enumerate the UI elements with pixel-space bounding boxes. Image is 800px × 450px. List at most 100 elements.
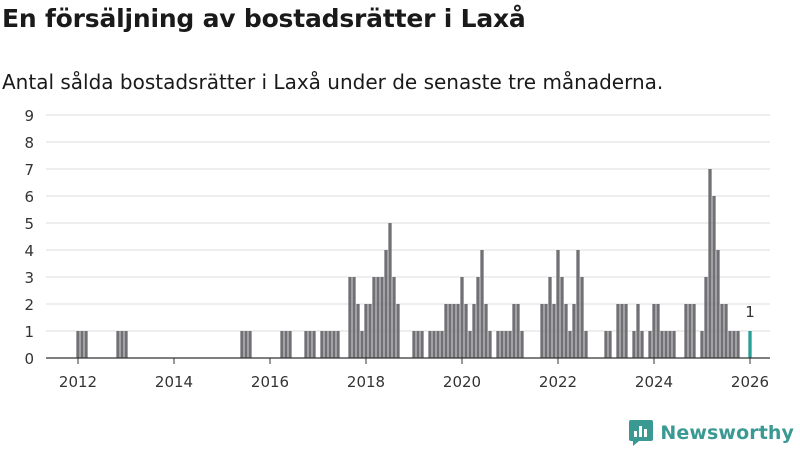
y-tick-label: 4 [24, 242, 34, 260]
bar [704, 277, 708, 358]
bar [576, 250, 580, 358]
bar [516, 304, 520, 358]
bar [248, 331, 252, 358]
bar [332, 331, 336, 358]
bar [348, 277, 352, 358]
bar [380, 277, 384, 358]
bar [568, 331, 572, 358]
bar [360, 331, 364, 358]
bar [444, 304, 448, 358]
bar [508, 331, 512, 358]
bar [556, 250, 560, 358]
bar [584, 331, 588, 358]
bar [368, 304, 372, 358]
bar [372, 277, 376, 358]
bar [464, 304, 468, 358]
bar [284, 331, 288, 358]
x-tick-label: 2014 [155, 373, 193, 391]
y-tick-label: 2 [24, 296, 34, 314]
chart-subtitle: Antal sålda bostadsrätter i Laxå under d… [2, 70, 664, 94]
y-tick-label: 9 [24, 107, 34, 125]
bar [504, 331, 508, 358]
bar [436, 331, 440, 358]
bar [624, 304, 628, 358]
bar [648, 331, 652, 358]
bar [452, 304, 456, 358]
bar [416, 331, 420, 358]
bar [604, 331, 608, 358]
bar [728, 331, 732, 358]
bar [668, 331, 672, 358]
bar [80, 331, 84, 358]
bar [700, 331, 704, 358]
bar [560, 277, 564, 358]
tick-labels: 0 1 2 3 4 5 6 7 8 9 1 2012 2014 2016 2018 2020 2022 2024 2… [24, 107, 769, 391]
bar [356, 304, 360, 358]
bar [564, 304, 568, 358]
bar [324, 331, 328, 358]
bar [76, 331, 80, 358]
bar [116, 331, 120, 358]
bar [336, 331, 340, 358]
bar [84, 331, 88, 358]
y-tick-label: 7 [24, 161, 34, 179]
bar [364, 304, 368, 358]
x-tick-label: 2024 [635, 373, 673, 391]
bar [656, 304, 660, 358]
bar [240, 331, 244, 358]
bar [476, 277, 480, 358]
bar [288, 331, 292, 358]
bar [484, 304, 488, 358]
x-tick-label: 2016 [251, 373, 289, 391]
bar [500, 331, 504, 358]
x-tick-label: 2022 [539, 373, 577, 391]
bar [720, 304, 724, 358]
bar [636, 304, 640, 358]
brand-logo: Newsworthy [628, 419, 794, 447]
x-tick-label: 2026 [731, 373, 769, 391]
bar [732, 331, 736, 358]
bar [540, 304, 544, 358]
bar [280, 331, 284, 358]
newsworthy-logo-icon [629, 420, 654, 446]
bar [520, 331, 524, 358]
bar [620, 304, 624, 358]
bar [304, 331, 308, 358]
bars [76, 169, 752, 358]
bar [496, 331, 500, 358]
bar [440, 331, 444, 358]
bar [488, 331, 492, 358]
bar [312, 331, 316, 358]
bar [456, 304, 460, 358]
axes [46, 357, 770, 364]
bar [672, 331, 676, 358]
bar-highlighted [748, 331, 752, 358]
bar [632, 331, 636, 358]
bar [616, 304, 620, 358]
bar [688, 304, 692, 358]
bar [244, 331, 248, 358]
bar [736, 331, 740, 358]
x-tick-label: 2012 [59, 373, 97, 391]
bar [692, 304, 696, 358]
bar [460, 277, 464, 358]
brand-name: Newsworthy [660, 422, 794, 444]
bar [640, 331, 644, 358]
y-tick-label: 6 [24, 188, 34, 206]
bar [120, 331, 124, 358]
bar [548, 277, 552, 358]
bar [388, 223, 392, 358]
bar [472, 304, 476, 358]
bar [428, 331, 432, 358]
bar [376, 277, 380, 358]
y-tick-label: 1 [24, 323, 34, 341]
bar [396, 304, 400, 358]
bar [124, 331, 128, 358]
bar [580, 277, 584, 358]
bar [552, 304, 556, 358]
bar [384, 250, 388, 358]
bar [480, 250, 484, 358]
bar [468, 331, 472, 358]
bar-value-label: 1 [745, 303, 755, 321]
